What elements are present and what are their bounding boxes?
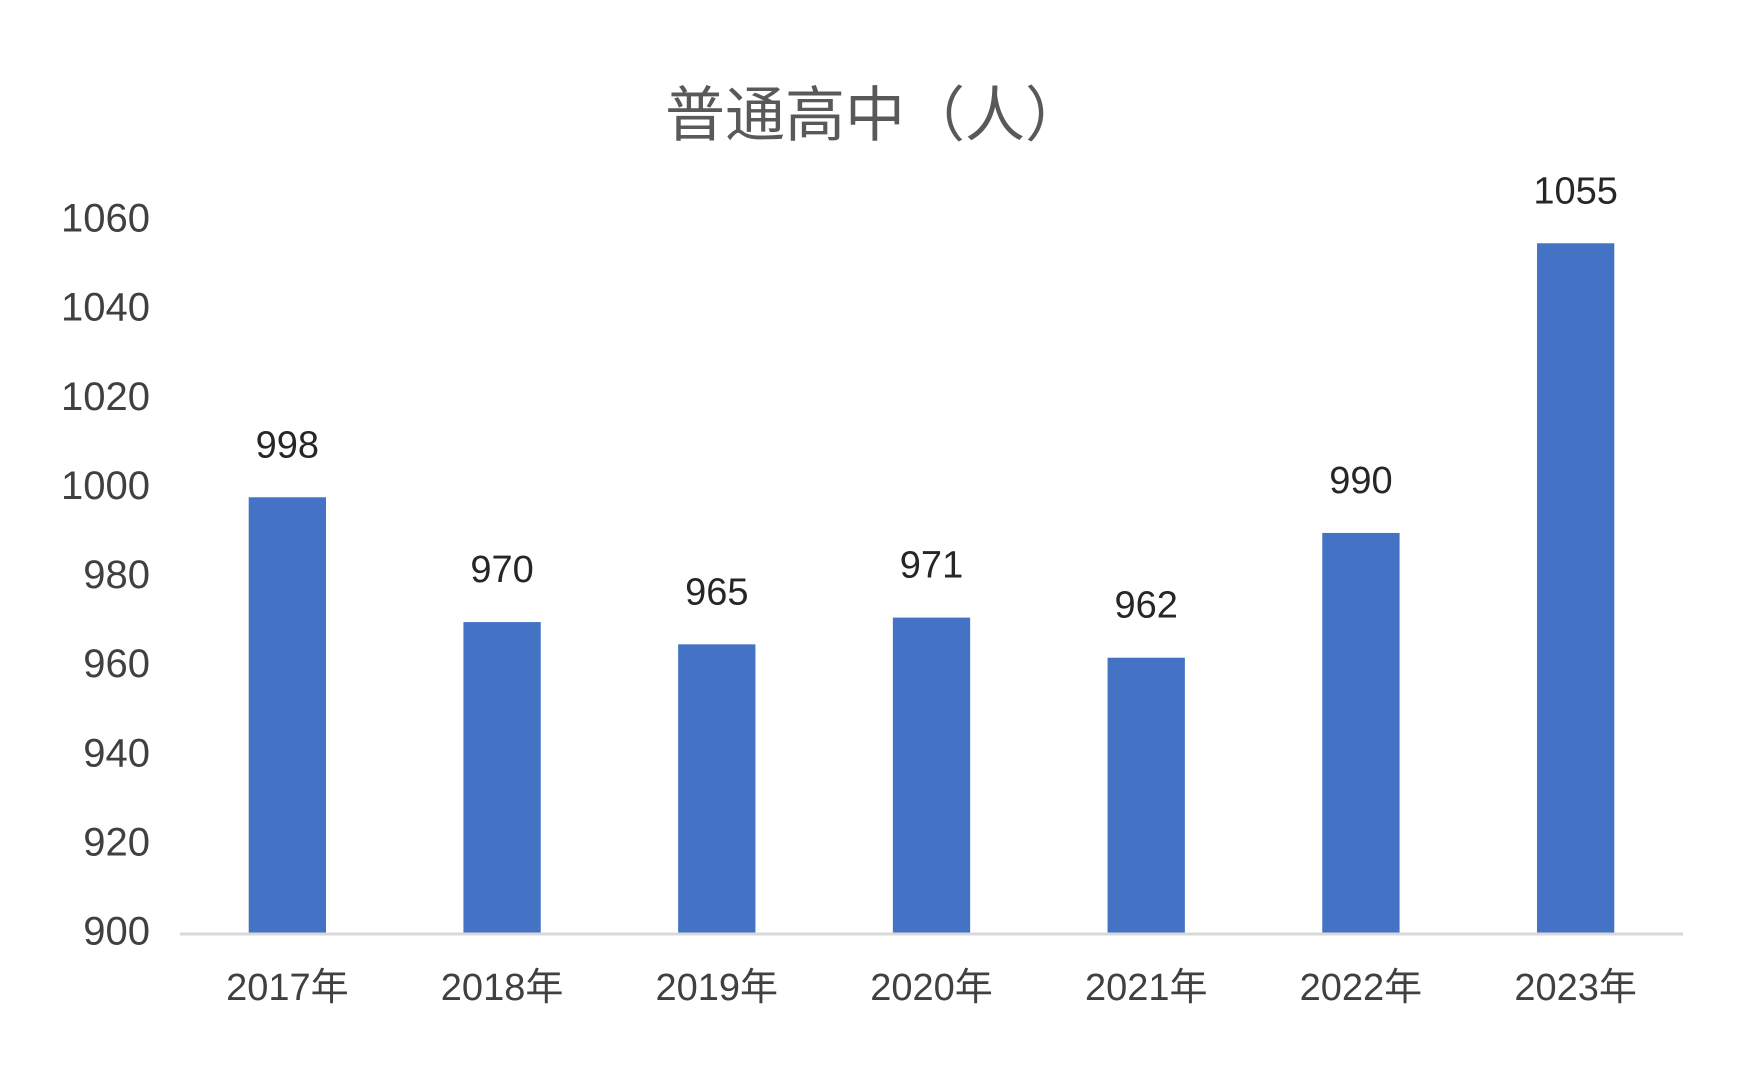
y-tick-label: 1060 xyxy=(61,197,150,241)
bar xyxy=(248,497,327,934)
data-label: 971 xyxy=(900,545,963,587)
y-tick-label: 960 xyxy=(83,642,150,686)
y-tick-label: 1040 xyxy=(61,286,150,330)
x-tick-label: 2023年 xyxy=(1514,967,1637,1009)
y-tick-label: 920 xyxy=(83,820,150,864)
bar xyxy=(1322,532,1400,934)
x-tick-label: 2018年 xyxy=(441,967,564,1009)
bar xyxy=(1536,243,1615,934)
x-tick-label: 2022年 xyxy=(1300,967,1423,1009)
data-label: 990 xyxy=(1329,460,1392,502)
bar xyxy=(892,617,971,934)
data-label: 998 xyxy=(256,424,319,466)
x-tick-label: 2021年 xyxy=(1085,967,1208,1009)
bar xyxy=(678,644,756,934)
x-tick-label: 2020年 xyxy=(870,967,993,1009)
bar xyxy=(1107,657,1185,934)
y-tick-label: 1000 xyxy=(61,464,150,508)
data-label: 1055 xyxy=(1533,170,1618,212)
y-tick-label: 980 xyxy=(83,553,150,597)
y-tick-label: 1020 xyxy=(61,375,150,419)
data-label: 970 xyxy=(470,549,533,591)
data-label: 965 xyxy=(685,571,748,613)
x-tick-label: 2017年 xyxy=(226,967,349,1009)
y-tick-label: 940 xyxy=(83,731,150,775)
bar xyxy=(463,622,541,934)
y-tick-label: 900 xyxy=(83,910,150,954)
data-label: 962 xyxy=(1115,585,1178,627)
x-tick-label: 2019年 xyxy=(656,967,779,1009)
chart-title: 普通高中（人） xyxy=(665,82,1085,149)
